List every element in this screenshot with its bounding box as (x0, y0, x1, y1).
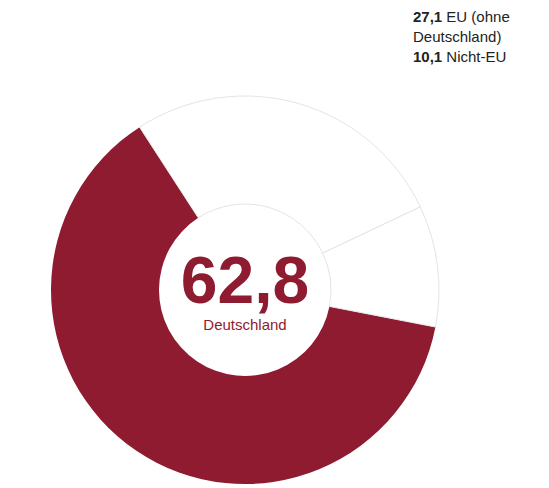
svg-text:62,8: 62,8 (181, 243, 309, 317)
svg-text:Deutschland): Deutschland) (413, 28, 501, 45)
svg-text:10,1: 10,1 (413, 48, 442, 65)
svg-text:Deutschland: Deutschland (203, 316, 286, 333)
svg-text:EU (ohne: EU (ohne (442, 8, 510, 25)
svg-text:Nicht-EU: Nicht-EU (442, 48, 506, 65)
svg-text:27,1: 27,1 (413, 8, 442, 25)
